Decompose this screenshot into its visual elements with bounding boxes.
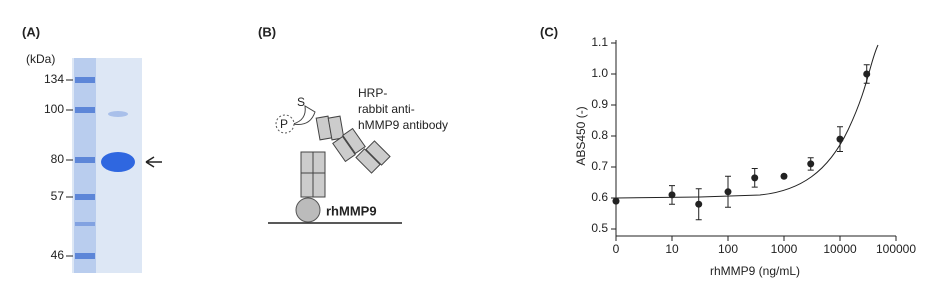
marker-label: 46 (51, 248, 65, 262)
x-tick-label: 100000 (876, 242, 916, 256)
x-tick-label: 10 (665, 242, 679, 256)
y-tick-label: 0.9 (591, 97, 608, 111)
marker-label: 57 (51, 189, 65, 203)
y-tick-label: 1.0 (591, 66, 608, 80)
fit-curve (615, 44, 879, 199)
point (836, 135, 844, 143)
x-tick-label: 0 (613, 242, 620, 256)
y-tick-label: 0.5 (591, 221, 608, 235)
y-tick-label: 0.7 (591, 159, 608, 173)
marker-label: 80 (51, 152, 65, 166)
point (751, 174, 759, 182)
arrow (145, 156, 162, 168)
p-label: P (280, 117, 288, 131)
point (724, 188, 732, 196)
x-tick-label: 10000 (823, 242, 857, 256)
antibody (300, 115, 391, 198)
ladder-lane (74, 58, 96, 273)
y-tick-label: 1.1 (591, 35, 608, 49)
y-tick-label: 0.8 (591, 128, 608, 142)
point (807, 160, 815, 168)
antigen-sphere (295, 197, 321, 223)
y-tick-label: 0.6 (591, 190, 608, 204)
panel-label: (B) (258, 24, 276, 39)
antibody-label: HRP- (358, 86, 387, 100)
antibody-label: rabbit anti- (358, 102, 415, 116)
main-band (101, 152, 135, 172)
marker-label: 100 (44, 102, 64, 116)
antibody-label: hMMP9 antibody (358, 118, 448, 132)
x-tick-label: 1000 (771, 242, 798, 256)
s-label: S (297, 95, 305, 109)
y-axis-title: ABS450 (-) (574, 106, 588, 165)
point (863, 70, 871, 78)
point (668, 191, 676, 199)
product (275, 114, 295, 134)
marker-label: 134 (44, 72, 64, 86)
marker-ticks (66, 79, 73, 257)
antigen-label: rhMMP9 (326, 203, 377, 218)
panel-label: (A) (22, 24, 40, 39)
x-tick-label: 100 (718, 242, 738, 256)
unit-label: (kDa) (26, 52, 55, 66)
panel-label: (C) (540, 24, 558, 39)
point (695, 200, 703, 208)
ladder-bands (75, 77, 95, 259)
minor-band (108, 111, 128, 117)
point (612, 197, 620, 205)
point (780, 172, 788, 180)
x-axis-title: rhMMP9 (ng/mL) (710, 264, 800, 278)
